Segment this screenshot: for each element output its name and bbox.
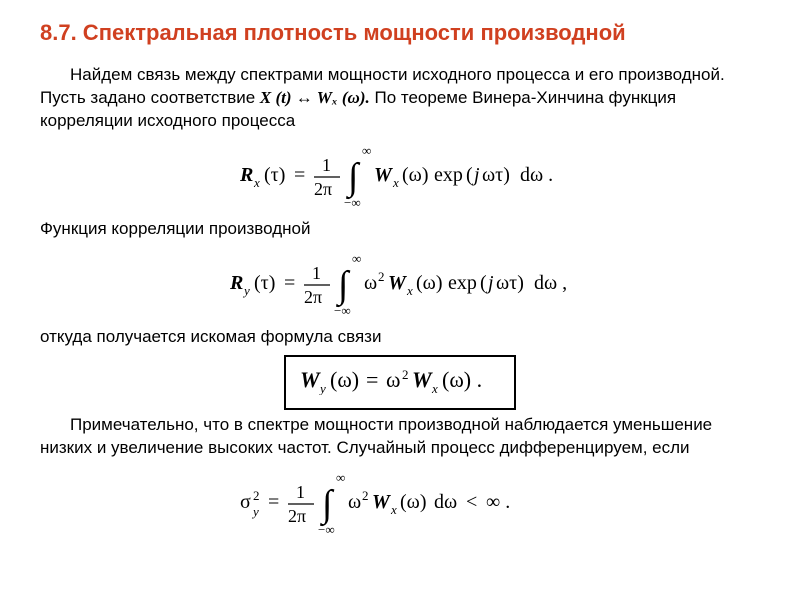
svg-text:1: 1	[296, 482, 305, 502]
svg-text:=: =	[268, 491, 279, 513]
equation-4-svg: σ 2 y = 1 2π ∫ ∞ −∞ ω 2 W x (ω) dω < ∞ .	[240, 466, 560, 536]
svg-text:R: R	[240, 164, 253, 186]
svg-text:2: 2	[253, 488, 260, 503]
svg-text:(ω): (ω)	[400, 491, 426, 513]
svg-text:<: <	[466, 491, 477, 513]
svg-text:2π: 2π	[314, 179, 332, 199]
svg-text:=: =	[366, 367, 378, 392]
svg-text:y: y	[318, 381, 326, 395]
svg-text:dω: dω	[434, 491, 457, 513]
svg-text:exp: exp	[448, 272, 477, 294]
svg-text:ωτ): ωτ)	[482, 164, 510, 186]
svg-text:∫: ∫	[336, 264, 351, 308]
svg-text:(τ): (τ)	[254, 272, 275, 294]
svg-text:W: W	[374, 164, 393, 186]
svg-text:dω .: dω .	[520, 164, 553, 186]
paragraph-1: Найдем связь между спектрами мощности ис…	[40, 64, 760, 133]
svg-text:(ω) .: (ω) .	[442, 367, 482, 392]
svg-text:ω: ω	[364, 272, 377, 294]
equation-3-svg: W y (ω) = ω 2 W x (ω) .	[300, 365, 500, 395]
svg-text:2π: 2π	[304, 287, 322, 307]
svg-text:x: x	[390, 502, 397, 517]
svg-text:W: W	[388, 272, 407, 294]
svg-text:−∞: −∞	[344, 195, 361, 209]
svg-text:(ω): (ω)	[416, 272, 442, 294]
paragraph-3: откуда получается искомая формула связи	[40, 326, 760, 349]
section-title: 8.7. Спектральная плотность мощности про…	[40, 20, 760, 46]
svg-text:y: y	[242, 283, 250, 298]
svg-text:−∞: −∞	[318, 522, 335, 536]
svg-text:dω ,: dω ,	[534, 272, 567, 294]
svg-text:(: (	[466, 164, 473, 186]
svg-text:∞: ∞	[352, 251, 361, 266]
boxed-formula: W y (ω) = ω 2 W x (ω) .	[284, 355, 516, 410]
svg-text:=: =	[284, 272, 295, 294]
svg-text:∞ .: ∞ .	[486, 491, 510, 513]
equation-2: R y (τ) = 1 2π ∫ ∞ −∞ ω 2 W x (ω) exp ( …	[40, 247, 760, 322]
inline-math-correspondence: X (t) ↔ Wₓ (ω).	[260, 88, 370, 107]
svg-text:y: y	[251, 504, 259, 519]
svg-text:R: R	[230, 272, 243, 294]
svg-text:ω: ω	[348, 491, 361, 513]
svg-text:2π: 2π	[288, 506, 306, 526]
svg-text:1: 1	[312, 263, 321, 283]
paragraph-4: Примечательно, что в спектре мощности пр…	[40, 414, 760, 460]
svg-text:∞: ∞	[362, 143, 371, 158]
svg-text:ω: ω	[386, 367, 400, 392]
svg-text:(τ): (τ)	[264, 164, 285, 186]
svg-text:−∞: −∞	[334, 303, 351, 317]
svg-text:exp: exp	[434, 164, 463, 186]
svg-text:W: W	[300, 367, 321, 392]
svg-text:x: x	[431, 381, 438, 395]
svg-text:x: x	[392, 175, 399, 190]
svg-text:=: =	[294, 164, 305, 186]
equation-3: W y (ω) = ω 2 W x (ω) .	[40, 355, 760, 410]
svg-text:x: x	[406, 283, 413, 298]
svg-text:2: 2	[362, 488, 369, 503]
svg-text:2: 2	[378, 269, 385, 284]
equation-1: R x (τ) = 1 2π ∫ ∞ −∞ W x (ω) exp ( j ωτ…	[40, 139, 760, 214]
equation-2-svg: R y (τ) = 1 2π ∫ ∞ −∞ ω 2 W x (ω) exp ( …	[230, 247, 570, 317]
equation-4: σ 2 y = 1 2π ∫ ∞ −∞ ω 2 W x (ω) dω < ∞ .	[40, 466, 760, 541]
svg-text:W: W	[372, 491, 391, 513]
svg-text:x: x	[253, 175, 260, 190]
svg-text:∞: ∞	[336, 470, 345, 485]
svg-text:1: 1	[322, 155, 331, 175]
svg-text:σ: σ	[240, 491, 251, 513]
svg-text:2: 2	[402, 367, 409, 382]
page: 8.7. Спектральная плотность мощности про…	[0, 0, 800, 565]
equation-1-svg: R x (τ) = 1 2π ∫ ∞ −∞ W x (ω) exp ( j ωτ…	[240, 139, 560, 209]
svg-text:(ω): (ω)	[402, 164, 428, 186]
svg-text:ωτ): ωτ)	[496, 272, 524, 294]
svg-text:W: W	[412, 367, 433, 392]
svg-text:∫: ∫	[320, 483, 335, 527]
svg-text:(ω): (ω)	[330, 367, 359, 392]
svg-text:(: (	[480, 272, 487, 294]
svg-text:∫: ∫	[346, 156, 361, 200]
paragraph-2: Функция корреляции производной	[40, 218, 760, 241]
